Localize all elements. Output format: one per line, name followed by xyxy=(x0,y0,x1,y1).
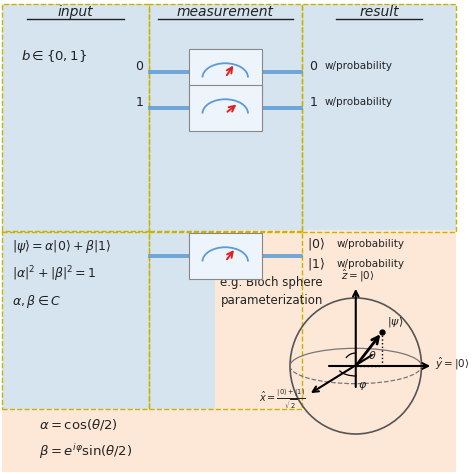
Bar xyxy=(301,4,456,232)
Text: $|\psi\rangle$: $|\psi\rangle$ xyxy=(387,315,403,329)
Bar xyxy=(149,4,301,232)
Bar xyxy=(2,4,456,232)
Text: $\beta = e^{i\varphi}\sin(\theta/2)$: $\beta = e^{i\varphi}\sin(\theta/2)$ xyxy=(39,443,132,462)
Bar xyxy=(215,230,456,472)
Bar xyxy=(189,85,262,131)
Text: $|0\rangle$: $|0\rangle$ xyxy=(308,236,325,252)
Bar xyxy=(2,231,149,409)
Text: 1: 1 xyxy=(135,95,143,109)
Text: w/probability: w/probability xyxy=(337,239,404,249)
Text: $\alpha = \cos(\theta/2)$: $\alpha = \cos(\theta/2)$ xyxy=(39,417,118,431)
Text: measurement: measurement xyxy=(177,5,274,19)
Text: $|\psi\rangle = \alpha|0\rangle + \beta|1\rangle$: $|\psi\rangle = \alpha|0\rangle + \beta|… xyxy=(11,237,111,255)
Text: 0: 0 xyxy=(310,60,318,73)
Text: w/probability: w/probability xyxy=(325,97,393,107)
Text: w/probability: w/probability xyxy=(337,259,404,269)
Text: result: result xyxy=(359,5,399,19)
Text: $\theta$: $\theta$ xyxy=(368,349,377,361)
Text: e.g. Bloch sphere
parameterization: e.g. Bloch sphere parameterization xyxy=(220,276,323,307)
Text: $b \in \{0,1\}$: $b \in \{0,1\}$ xyxy=(21,48,87,64)
Text: $\hat{z} = |0\rangle$: $\hat{z} = |0\rangle$ xyxy=(341,268,374,284)
Text: 0: 0 xyxy=(135,60,143,73)
Bar xyxy=(2,231,215,409)
Bar xyxy=(189,233,262,279)
Text: w/probability: w/probability xyxy=(325,61,393,71)
Bar xyxy=(149,231,301,409)
Bar xyxy=(2,409,215,472)
Bar xyxy=(189,49,262,95)
Text: input: input xyxy=(58,5,93,19)
Text: $\varphi$: $\varphi$ xyxy=(358,380,367,392)
Text: 1: 1 xyxy=(310,95,317,109)
Text: $\hat{x} = \frac{|0\rangle+|1\rangle}{\sqrt{2}}$: $\hat{x} = \frac{|0\rangle+|1\rangle}{\s… xyxy=(259,387,307,410)
Text: $|\alpha|^2 + |\beta|^2 = 1$: $|\alpha|^2 + |\beta|^2 = 1$ xyxy=(11,264,96,284)
Text: $\hat{y} = |0\rangle$: $\hat{y} = |0\rangle$ xyxy=(435,356,469,372)
Text: $\alpha, \beta \in C$: $\alpha, \beta \in C$ xyxy=(11,293,61,310)
Bar xyxy=(2,4,149,232)
Text: $|1\rangle$: $|1\rangle$ xyxy=(308,256,325,272)
